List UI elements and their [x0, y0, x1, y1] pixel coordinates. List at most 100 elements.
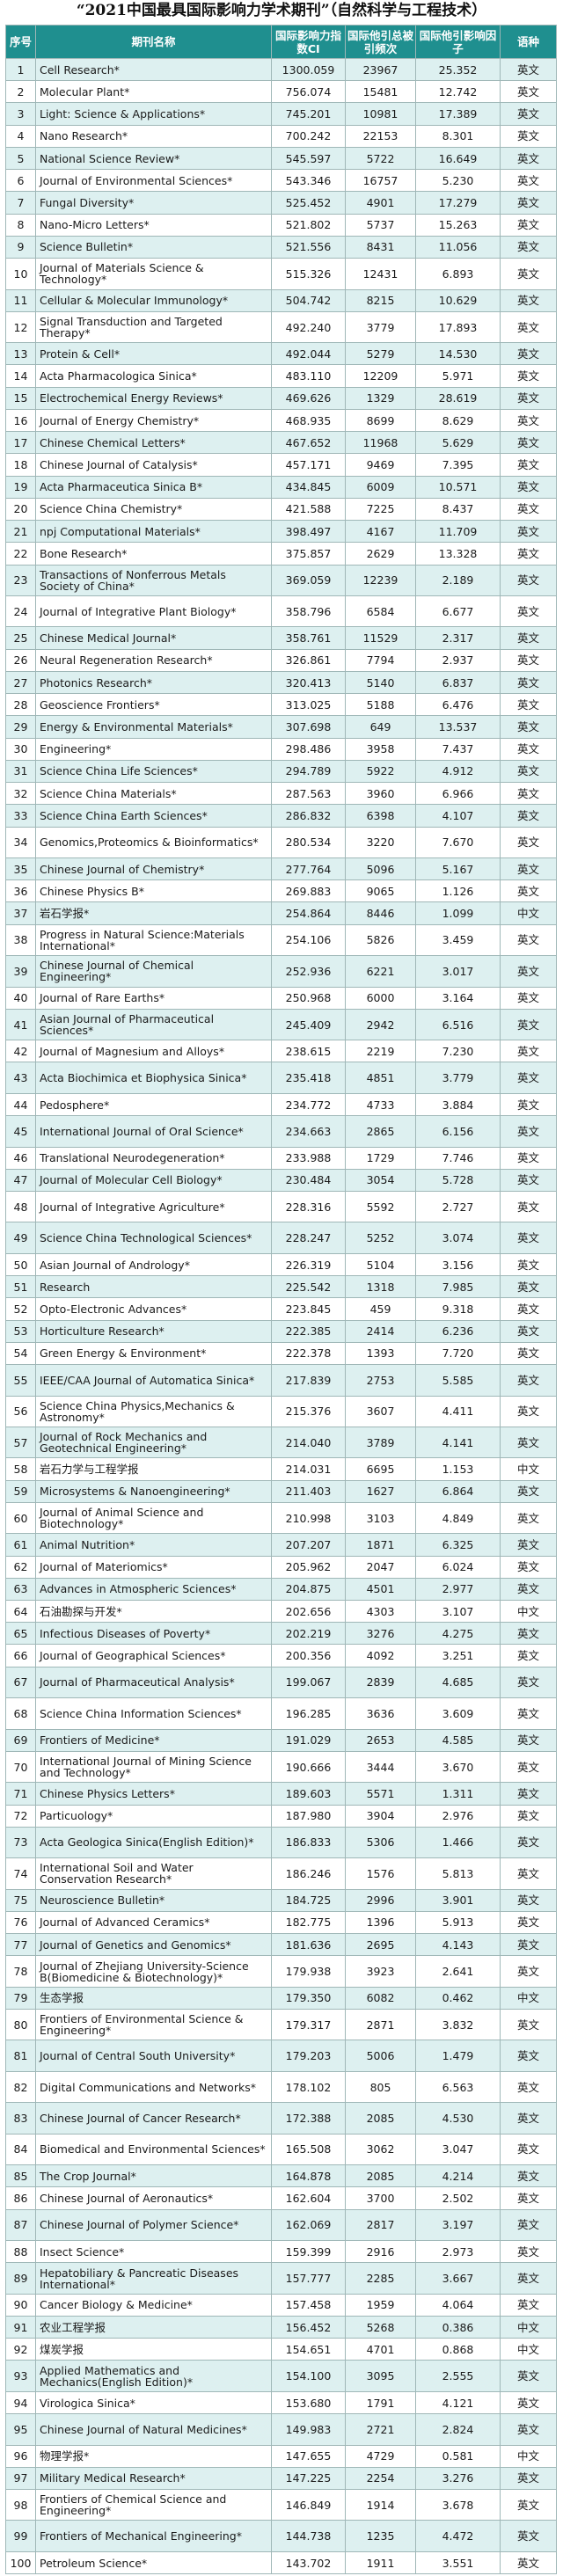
- journal-name-cell: Hepatobiliary & Pancreatic Diseases Inte…: [36, 2263, 272, 2294]
- journal-name-cell: Chinese Journal of Chemical Engineering*: [36, 956, 272, 987]
- journal-name-cell: Science China Earth Sciences*: [36, 805, 272, 827]
- rank-cell: 94: [6, 2391, 36, 2414]
- language-cell: 英文: [501, 1889, 557, 1911]
- citations-cell: 5268: [346, 2316, 416, 2339]
- table-row: 22 Bone Research* 375.857 2629 13.328 英文: [6, 543, 557, 566]
- citations-cell: 2871: [346, 2009, 416, 2040]
- rank-cell: 100: [6, 2551, 36, 2574]
- citations-cell: 2047: [346, 1556, 416, 1578]
- rank-cell: 93: [6, 2361, 36, 2391]
- ci-cell: 277.764: [272, 857, 346, 880]
- table-row: 48 Journal of Integrative Agriculture* 228…: [6, 1192, 557, 1223]
- table-row: 18 Chinese Journal of Catalysis* 457.171 94…: [6, 454, 557, 477]
- rank-cell: 61: [6, 1534, 36, 1556]
- ci-cell: 164.878: [272, 2165, 346, 2187]
- rank-cell: 47: [6, 1169, 36, 1192]
- citations-cell: 3960: [346, 783, 416, 805]
- table-row: 96 物理学报* 147.655 4729 0.581 中文: [6, 2445, 557, 2468]
- journal-name-cell: Journal of Central South University*: [36, 2040, 272, 2071]
- table-row: 16 Journal of Energy Chemistry* 468.935 869…: [6, 409, 557, 433]
- language-cell: 英文: [501, 1556, 557, 1578]
- rank-cell: 11: [6, 289, 36, 311]
- table-row: 79 生态学报 179.350 6082 0.462 中文: [6, 1987, 557, 2010]
- journal-name-cell: Journal of Integrative Plant Biology*: [36, 596, 272, 627]
- rank-cell: 45: [6, 1116, 36, 1147]
- rank-cell: 53: [6, 1320, 36, 1342]
- journal-name-cell: Digital Communications and Networks*: [36, 2071, 272, 2103]
- table-row: 27 Photonics Research* 320.413 5140 6.837 英文: [6, 671, 557, 695]
- impact-factor-cell: 3.107: [416, 1601, 501, 1623]
- rank-cell: 69: [6, 1729, 36, 1751]
- rank-cell: 15: [6, 387, 36, 409]
- ci-cell: 202.656: [272, 1601, 346, 1623]
- table-row: 94 Virologica Sinica* 153.680 1791 4.121 英文: [6, 2391, 557, 2415]
- ci-cell: 269.883: [272, 880, 346, 902]
- citations-cell: 4092: [346, 1645, 416, 1667]
- journal-name-cell: Science China Materials*: [36, 783, 272, 805]
- ci-cell: 217.839: [272, 1365, 346, 1396]
- journal-table: 序号 期刊名称 国际影响力指数CI 国际他引总被引频次 国际他引影响因子 语种 …: [5, 25, 557, 2575]
- table-row: 43 Acta Biochimica et Biophysica Sinica* 2…: [6, 1062, 557, 1094]
- table-row: 12 Signal Transduction and Targeted Thera…: [6, 311, 557, 344]
- language-cell: 英文: [501, 2040, 557, 2071]
- citations-cell: 649: [346, 716, 416, 738]
- table-row: 73 Acta Geologica Sinica(English Edition)…: [6, 1827, 557, 1859]
- rank-cell: 38: [6, 924, 36, 956]
- impact-factor-cell: 0.386: [416, 2316, 501, 2339]
- ci-cell: 162.069: [272, 2209, 346, 2241]
- impact-factor-cell: 13.537: [416, 716, 501, 738]
- language-cell: 英文: [501, 432, 557, 454]
- journal-name-cell: Horticulture Research*: [36, 1320, 272, 1342]
- journal-name-cell: Nano-Micro Letters*: [36, 214, 272, 236]
- language-cell: 英文: [501, 1396, 557, 1427]
- impact-factor-cell: 12.742: [416, 81, 501, 103]
- language-cell: 英文: [501, 454, 557, 476]
- rank-cell: 42: [6, 1040, 36, 1062]
- ci-cell: 211.403: [272, 1480, 346, 1502]
- language-cell: 英文: [501, 1934, 557, 1956]
- language-cell: 英文: [501, 543, 557, 565]
- impact-factor-cell: 8.629: [416, 409, 501, 432]
- impact-factor-cell: 17.389: [416, 103, 501, 125]
- table-row: 41 Asian Journal of Pharmaceutical Scienc…: [6, 1009, 557, 1041]
- language-cell: 英文: [501, 2490, 557, 2521]
- table-row: 93 Applied Mathematics and Mechanics(Engl…: [6, 2361, 557, 2392]
- rank-cell: 65: [6, 1623, 36, 1645]
- language-cell: 英文: [501, 2187, 557, 2209]
- citations-cell: 2865: [346, 1116, 416, 1147]
- language-cell: 中文: [501, 2445, 557, 2467]
- language-cell: 英文: [501, 649, 557, 671]
- citations-cell: 23967: [346, 59, 416, 81]
- impact-factor-cell: 4.214: [416, 2165, 501, 2187]
- language-cell: 英文: [501, 1645, 557, 1667]
- rank-cell: 3: [6, 103, 36, 125]
- language-cell: 英文: [501, 671, 557, 694]
- language-cell: 英文: [501, 565, 557, 595]
- citations-cell: 1393: [346, 1342, 416, 1365]
- rank-cell: 34: [6, 827, 36, 857]
- impact-factor-cell: 2.824: [416, 2414, 501, 2445]
- citations-cell: 2721: [346, 2414, 416, 2445]
- rank-cell: 55: [6, 1365, 36, 1396]
- citations-cell: 6398: [346, 805, 416, 827]
- rank-cell: 96: [6, 2445, 36, 2467]
- impact-factor-cell: 6.024: [416, 1556, 501, 1578]
- journal-name-cell: Journal of Animal Science and Biotechnol…: [36, 1502, 272, 1534]
- journal-name-cell: Molecular Plant*: [36, 81, 272, 103]
- impact-factor-cell: 7.720: [416, 1342, 501, 1365]
- ci-cell: 178.102: [272, 2071, 346, 2103]
- table-row: 21 npj Computational Materials* 398.497 416…: [6, 521, 557, 544]
- table-row: 33 Science China Earth Sciences* 286.832 63…: [6, 805, 557, 828]
- impact-factor-cell: 4.849: [416, 1502, 501, 1534]
- language-cell: 英文: [501, 694, 557, 716]
- citations-cell: 9065: [346, 880, 416, 902]
- ci-cell: 358.796: [272, 596, 346, 627]
- ci-cell: 434.845: [272, 476, 346, 498]
- ci-cell: 320.413: [272, 671, 346, 694]
- ci-cell: 207.207: [272, 1534, 346, 1556]
- citations-cell: 4901: [346, 192, 416, 214]
- impact-factor-cell: 3.779: [416, 1062, 501, 1093]
- impact-factor-cell: 3.197: [416, 2209, 501, 2241]
- impact-factor-cell: 2.976: [416, 1805, 501, 1827]
- rank-cell: 25: [6, 627, 36, 649]
